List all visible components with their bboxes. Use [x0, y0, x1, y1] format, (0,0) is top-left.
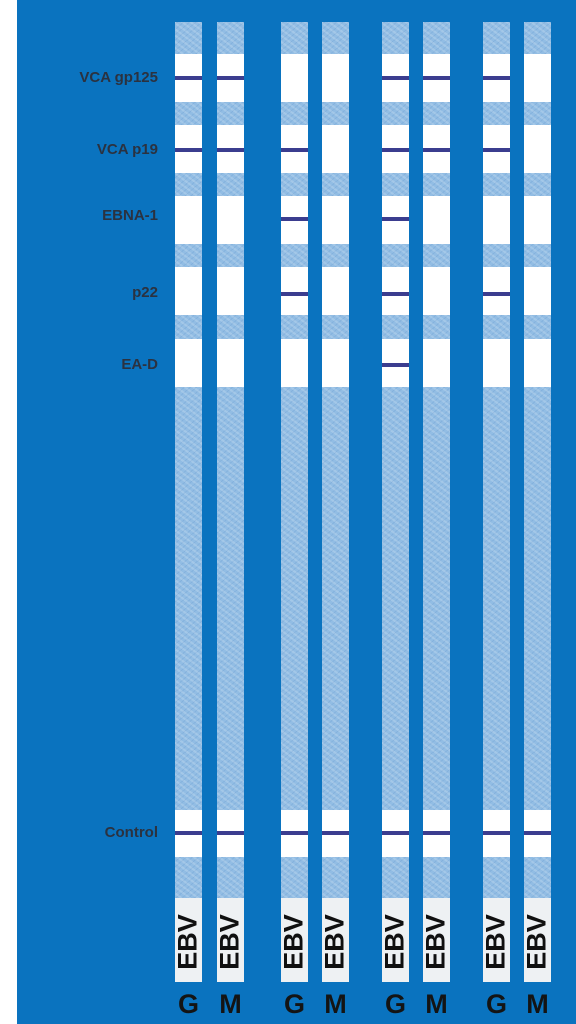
band-line-vca-gp125	[175, 76, 202, 80]
strip-window-ebna-1	[483, 196, 510, 244]
strip-window-p22	[175, 267, 202, 315]
strip-type-label: G	[177, 989, 199, 1019]
strip-window-p22	[483, 267, 510, 315]
strip-label-area	[322, 898, 349, 982]
strip-type-label: M	[425, 989, 448, 1019]
strip-window-p22	[382, 267, 409, 315]
strip-label-area	[281, 898, 308, 982]
strip-text: EBV	[379, 914, 410, 970]
test-strip-5: EBV	[379, 22, 410, 982]
left-margin	[0, 0, 17, 1024]
strip-type-label: G	[485, 989, 507, 1019]
band-line-vca-gp125	[483, 76, 510, 80]
band-label-vca-gp125: VCA gp125	[79, 69, 158, 86]
strip-window-vca-gp125	[322, 54, 349, 102]
strip-text: EBV	[480, 914, 511, 970]
band-line-vca-p19	[281, 148, 308, 152]
strip-label-area	[382, 898, 409, 982]
strip-text: EBV	[521, 914, 552, 970]
strip-window-ebna-1	[217, 196, 244, 244]
strip-label-area	[524, 898, 551, 982]
band-line-control	[217, 831, 244, 835]
band-line-control	[423, 831, 450, 835]
strip-window-ea-d	[281, 339, 308, 387]
band-line-control	[524, 831, 551, 835]
band-label-control: Control	[104, 824, 158, 841]
band-label-ebna-1: EBNA-1	[102, 207, 158, 224]
strip-text: EBV	[319, 914, 350, 970]
strip-window-ea-d	[217, 339, 244, 387]
test-strip-8: EBV	[521, 22, 552, 982]
band-line-vca-p19	[217, 148, 244, 152]
strip-window-p22	[322, 267, 349, 315]
band-line-vca-gp125	[423, 76, 450, 80]
band-label-p22: p22	[132, 284, 158, 301]
band-line-vca-p19	[175, 148, 202, 152]
band-label-ea-d: EA-D	[121, 356, 158, 373]
band-label-vca-p19: VCA p19	[96, 141, 158, 158]
strip-window-ea-d	[322, 339, 349, 387]
strip-window-ebna-1	[524, 196, 551, 244]
strip-window-ebna-1	[423, 196, 450, 244]
band-line-p22	[483, 292, 510, 296]
strip-label-area	[423, 898, 450, 982]
strip-window-p22	[281, 267, 308, 315]
strip-label-area	[175, 898, 202, 982]
strip-window-vca-p19	[524, 125, 551, 173]
band-line-control	[382, 831, 409, 835]
strip-window-ea-d	[175, 339, 202, 387]
test-strip-3: EBV	[278, 22, 309, 982]
band-line-control	[281, 831, 308, 835]
band-line-control	[175, 831, 202, 835]
band-line-p22	[382, 292, 409, 296]
strip-type-label: G	[283, 989, 305, 1019]
band-line-vca-p19	[483, 148, 510, 152]
test-strip-4: EBV	[319, 22, 350, 982]
strip-window-ea-d	[423, 339, 450, 387]
test-strip-2: EBV	[214, 22, 245, 982]
strip-window-ea-d	[524, 339, 551, 387]
band-line-vca-p19	[423, 148, 450, 152]
strip-text: EBV	[420, 914, 451, 970]
band-line-vca-p19	[382, 148, 409, 152]
strip-text: EBV	[172, 914, 203, 970]
strip-type-label: M	[219, 989, 242, 1019]
test-strip-1: EBV	[172, 22, 203, 982]
strip-window-p22	[217, 267, 244, 315]
strip-type-label: G	[384, 989, 406, 1019]
strip-window-ebna-1	[175, 196, 202, 244]
strip-label-area	[483, 898, 510, 982]
band-line-vca-gp125	[217, 76, 244, 80]
strip-type-label: M	[526, 989, 549, 1019]
band-line-control	[322, 831, 349, 835]
test-strip-6: EBV	[420, 22, 451, 982]
strip-window-vca-gp125	[524, 54, 551, 102]
band-line-p22	[281, 292, 308, 296]
strip-window-ea-d	[483, 339, 510, 387]
band-line-control	[483, 831, 510, 835]
strip-type-label: M	[324, 989, 347, 1019]
band-line-ea-d	[382, 363, 409, 367]
strip-text: EBV	[278, 914, 309, 970]
band-line-ebna-1	[382, 217, 409, 221]
strip-label-area	[217, 898, 244, 982]
strip-window-p22	[423, 267, 450, 315]
band-line-vca-gp125	[382, 76, 409, 80]
strip-window-vca-p19	[322, 125, 349, 173]
strip-text: EBV	[214, 914, 245, 970]
strip-window-vca-gp125	[281, 54, 308, 102]
strip-window-p22	[524, 267, 551, 315]
test-strip-7: EBV	[480, 22, 511, 982]
strip-window-ebna-1	[322, 196, 349, 244]
band-line-ebna-1	[281, 217, 308, 221]
